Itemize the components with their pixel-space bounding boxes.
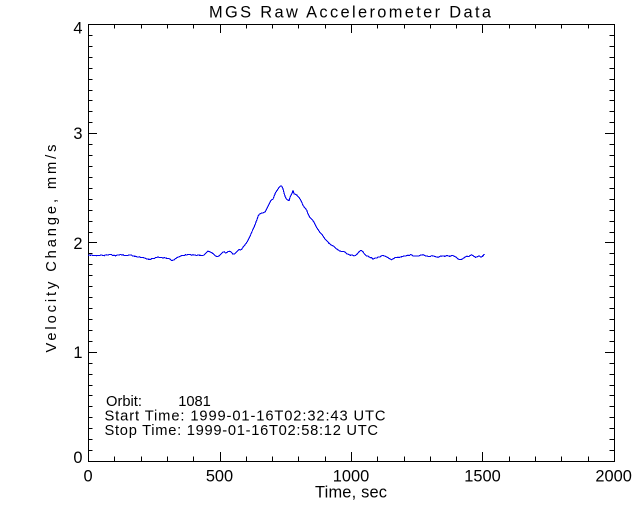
svg-text:0: 0 <box>73 449 82 467</box>
svg-text:1: 1 <box>73 344 82 362</box>
svg-text:3: 3 <box>73 125 82 143</box>
svg-text:Start Time: 1999-01-16T02:32:4: Start Time: 1999-01-16T02:32:43 UTC <box>105 409 386 425</box>
svg-text:Stop Time: 1999-01-16T02:58:12: Stop Time: 1999-01-16T02:58:12 UTC <box>105 423 379 439</box>
svg-text:4: 4 <box>73 20 82 38</box>
svg-text:2: 2 <box>73 235 82 253</box>
svg-text:1081: 1081 <box>178 394 211 410</box>
svg-text:500: 500 <box>206 467 233 485</box>
svg-text:1000: 1000 <box>333 467 369 485</box>
svg-text:2000: 2000 <box>595 467 631 485</box>
svg-text:Time, sec: Time, sec <box>315 484 387 502</box>
svg-text:0: 0 <box>83 467 92 485</box>
svg-text:Orbit:: Orbit: <box>106 394 142 410</box>
svg-text:1500: 1500 <box>464 467 500 485</box>
